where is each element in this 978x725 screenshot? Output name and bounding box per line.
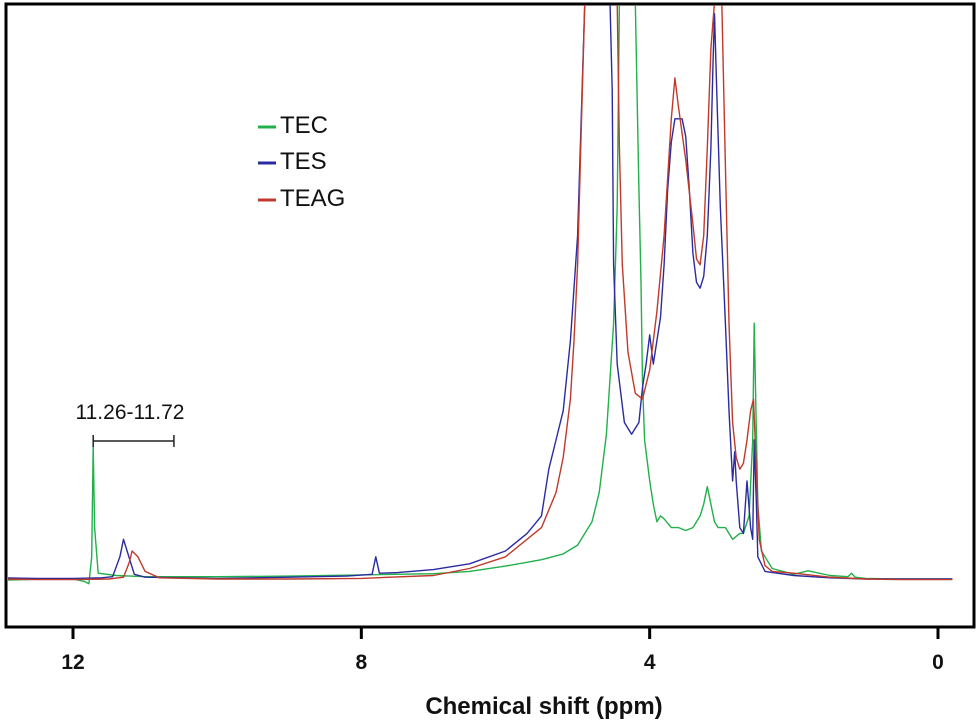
legend-item-teag: TEAG [258,185,345,212]
legend-label-teag: TEAG [280,185,345,212]
plot-frame [4,2,976,629]
series-layer [8,5,953,585]
legend-label-tes: TES [280,148,327,175]
legend-item-tec: TEC [258,112,328,139]
series-line-tes [8,5,953,580]
x-tick-label: 0 [932,651,944,674]
legend-label-tec: TEC [280,112,328,139]
x-axis: 12 8 4 0 [61,627,944,674]
range-annotation: 11.26-11.72 [76,401,185,447]
annotation-label: 11.26-11.72 [76,401,185,424]
legend-item-tes: TES [258,148,327,175]
x-tick-label: 12 [61,651,84,674]
legend: TEC TES TEAG [258,112,345,212]
series-line-teag [8,5,953,581]
x-tick-label: 4 [644,651,656,674]
x-axis-title: Chemical shift (ppm) [425,693,662,720]
x-tick-label: 8 [355,651,367,674]
